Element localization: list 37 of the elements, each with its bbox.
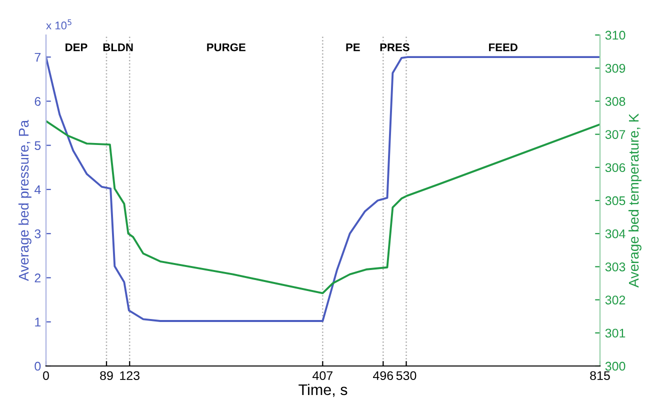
y-tick-label: 5 (34, 141, 41, 150)
y-tick-label: 1 (35, 318, 41, 326)
x-tick-label: 530 (396, 371, 416, 380)
y2-tick-label: 304 (605, 229, 626, 238)
y2-tick-label: 301 (605, 328, 626, 338)
y2-tick-label: 310 (605, 30, 626, 40)
annotation: DEP (66, 43, 88, 52)
y2-tick-label: 307 (605, 130, 626, 139)
x-tick-label: 123 (120, 371, 140, 380)
x-tick-label: 496 (373, 371, 394, 380)
annotation: BLDN (103, 43, 133, 52)
y2-tick-label: 300 (605, 362, 626, 371)
y2-tick-label: 302 (605, 296, 626, 304)
y2-axis-title: Average bed temperature, K (628, 114, 642, 288)
x-axis-title: Time, s (298, 384, 348, 397)
x-tick-label: 407 (312, 371, 332, 380)
y2-tick-label: 305 (605, 196, 626, 206)
y2-tick-label: 306 (605, 163, 626, 172)
annotation: FEED (489, 43, 518, 52)
y-tick-label: 6 (34, 97, 41, 106)
y2-tick-label: 303 (605, 262, 626, 272)
x-tick-label: 89 (100, 371, 113, 380)
y2-tick-label: 309 (605, 64, 626, 73)
y-tick-label: 7 (34, 52, 41, 62)
annotation: PE (346, 43, 360, 52)
x-tick-label: 0 (43, 371, 49, 380)
x-tick-label: 815 (590, 371, 610, 380)
annotation: PURGE (207, 43, 246, 52)
y-axis-title: Average bed pressure, Pa (18, 120, 32, 282)
text: x 10$^{5}$ (46, 19, 72, 30)
y2-tick-label: 308 (605, 97, 626, 106)
annotation: PRES (380, 43, 410, 52)
y-tick-label: 2 (34, 274, 41, 282)
line-series (46, 120, 600, 294)
y-tick-label: 3 (34, 229, 41, 238)
y-tick-label: 0 (34, 362, 41, 371)
y-tick-label: 4 (34, 185, 41, 194)
